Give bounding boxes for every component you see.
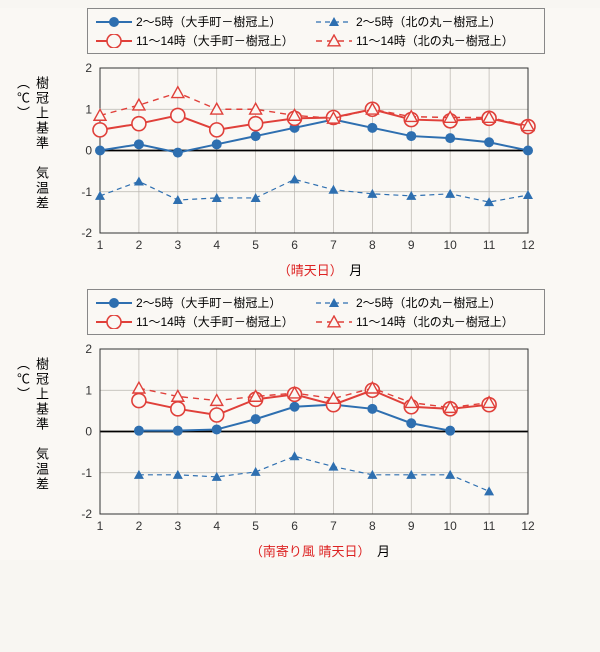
svg-text:1: 1 [85, 383, 92, 397]
series-line-s2 [100, 179, 528, 202]
legend-item-s1: 2～5時（大手町－樹冠上） [96, 13, 316, 30]
svg-text:0: 0 [85, 144, 92, 158]
legend-item-s3: 11～14時（大手町－樹冠上） [96, 313, 316, 330]
svg-text:-2: -2 [81, 226, 92, 240]
series-line-s1 [100, 120, 528, 153]
svg-text:12: 12 [521, 238, 535, 252]
svg-text:-2: -2 [81, 507, 92, 521]
x-axis-caption: （南寄り風 晴天日） 月 [55, 541, 585, 560]
svg-text:12: 12 [521, 519, 535, 533]
legend-label: 2～5時（北の丸－樹冠上） [356, 294, 501, 311]
caption-condition: （南寄り風 晴天日） [250, 544, 364, 559]
svg-text:2: 2 [136, 238, 143, 252]
legend-item-s1: 2～5時（大手町－樹冠上） [96, 294, 316, 311]
legend-item-s2: 2～5時（北の丸－樹冠上） [316, 294, 536, 311]
caption-condition: （晴天日） [278, 263, 337, 278]
caption-month: 月 [336, 263, 362, 278]
svg-text:-1: -1 [81, 185, 92, 199]
svg-text:10: 10 [444, 519, 458, 533]
charts-container: 2～5時（大手町－樹冠上） 2～5時（北の丸－樹冠上） 11～14時（大手町－樹冠上… [0, 8, 600, 560]
x-axis-caption: （晴天日） 月 [55, 260, 585, 279]
legend-item-s2: 2～5時（北の丸－樹冠上） [316, 13, 536, 30]
svg-text:-1: -1 [81, 466, 92, 480]
svg-text:5: 5 [252, 519, 259, 533]
svg-text:2: 2 [85, 61, 92, 75]
caption-month: 月 [364, 544, 390, 559]
svg-text:8: 8 [369, 519, 376, 533]
svg-text:6: 6 [291, 238, 298, 252]
legend: 2～5時（大手町－樹冠上） 2～5時（北の丸－樹冠上） 11～14時（大手町－樹冠上… [87, 8, 545, 54]
legend-label: 11～14時（大手町－樹冠上） [136, 32, 294, 49]
svg-text:7: 7 [330, 238, 337, 252]
series-line-s4 [139, 388, 489, 407]
svg-text:1: 1 [97, 238, 104, 252]
svg-text:3: 3 [174, 238, 181, 252]
legend-label: 2～5時（大手町－樹冠上） [136, 294, 281, 311]
y-axis-label: 樹冠上基準 気温差（℃） [13, 76, 51, 212]
legend-label: 11～14時（大手町－樹冠上） [136, 313, 294, 330]
svg-text:0: 0 [85, 425, 92, 439]
chart-panel-bottom: 2～5時（大手町－樹冠上） 2～5時（北の丸－樹冠上） 11～14時（大手町－樹冠上… [15, 289, 585, 560]
svg-text:2: 2 [136, 519, 143, 533]
legend-item-s3: 11～14時（大手町－樹冠上） [96, 32, 316, 49]
plot-area: 123456789101112-2-1012 [40, 339, 550, 539]
legend-label: 11～14時（北の丸－樹冠上） [356, 313, 514, 330]
svg-text:9: 9 [408, 238, 415, 252]
series-line-s3 [139, 390, 489, 415]
legend-label: 2～5時（大手町－樹冠上） [136, 13, 281, 30]
series-line-s2 [139, 456, 489, 491]
svg-text:8: 8 [369, 238, 376, 252]
svg-text:9: 9 [408, 519, 415, 533]
svg-text:2: 2 [85, 342, 92, 356]
svg-text:1: 1 [97, 519, 104, 533]
legend: 2～5時（大手町－樹冠上） 2～5時（北の丸－樹冠上） 11～14時（大手町－樹冠上… [87, 289, 545, 335]
svg-text:1: 1 [85, 102, 92, 116]
legend-label: 11～14時（北の丸－樹冠上） [356, 32, 514, 49]
svg-text:5: 5 [252, 238, 259, 252]
plot-area: 123456789101112-2-1012 [40, 58, 550, 258]
page: 2～5時（大手町－樹冠上） 2～5時（北の丸－樹冠上） 11～14時（大手町－樹冠上… [0, 8, 600, 560]
chart-panel-top: 2～5時（大手町－樹冠上） 2～5時（北の丸－樹冠上） 11～14時（大手町－樹冠上… [15, 8, 585, 279]
svg-text:6: 6 [291, 519, 298, 533]
legend-label: 2～5時（北の丸－樹冠上） [356, 13, 501, 30]
svg-text:11: 11 [483, 238, 496, 252]
series-line-s3 [100, 109, 528, 130]
svg-text:7: 7 [330, 519, 337, 533]
legend-item-s4: 11～14時（北の丸－樹冠上） [316, 313, 536, 330]
svg-text:4: 4 [213, 519, 220, 533]
svg-text:11: 11 [483, 519, 496, 533]
legend-item-s4: 11～14時（北の丸－樹冠上） [316, 32, 536, 49]
svg-text:3: 3 [174, 519, 181, 533]
svg-text:10: 10 [444, 238, 458, 252]
svg-text:4: 4 [213, 238, 220, 252]
y-axis-label: 樹冠上基準 気温差（℃） [13, 357, 51, 493]
